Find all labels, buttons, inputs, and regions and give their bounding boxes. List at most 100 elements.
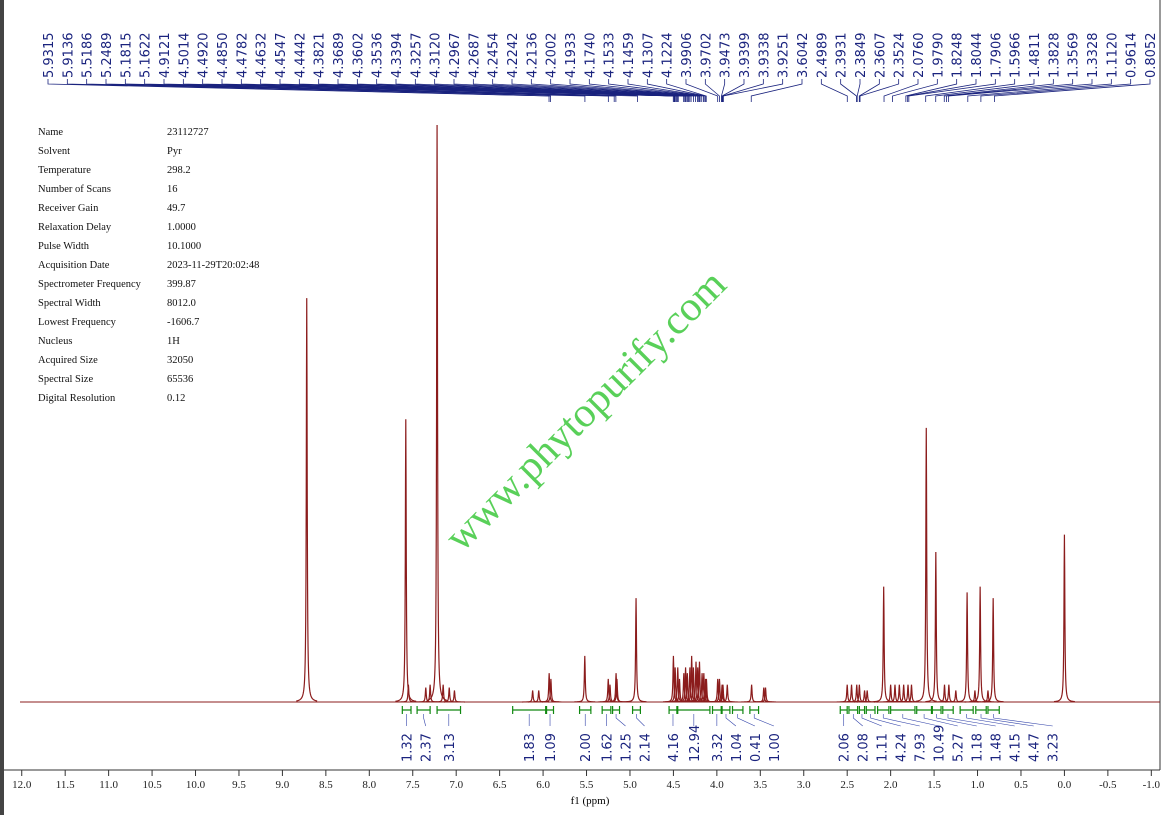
x-tick-label: 7.5 — [406, 779, 420, 791]
peak-label-connector — [550, 79, 700, 102]
peak-label: 4.3120 — [429, 33, 444, 79]
peak — [901, 684, 922, 703]
param-name: Nucleus — [38, 336, 72, 347]
peak-label-connector — [820, 79, 848, 102]
peak-label: 0.9614 — [1125, 33, 1140, 79]
integral-label: 2.06 — [838, 733, 853, 762]
integral-connector — [737, 714, 755, 727]
integral-label: 0.41 — [749, 733, 764, 762]
peak-label-connector — [588, 79, 703, 102]
peak — [574, 655, 596, 703]
peak-label: 1.8248 — [951, 33, 966, 79]
peak-label-connector — [144, 79, 617, 102]
peak-label-connector — [859, 79, 900, 102]
peak — [873, 586, 895, 703]
peak-label: 3.6042 — [796, 33, 811, 79]
peak-label-connector — [685, 79, 719, 102]
integral-label: 1.00 — [768, 733, 783, 762]
peak-label: 4.2687 — [467, 33, 482, 79]
peak — [538, 673, 560, 703]
window-edge — [0, 0, 4, 815]
param-name: Name — [38, 127, 63, 138]
peak-label: 1.5966 — [1009, 33, 1024, 79]
peak — [836, 684, 858, 703]
x-tick-label: 11.5 — [56, 779, 75, 791]
param-name: Relaxation Delay — [38, 222, 112, 233]
peak-label-connector — [840, 79, 857, 102]
param-name: Number of Scans — [38, 184, 111, 195]
integral-label: 4.47 — [1028, 733, 1043, 762]
integral-bracket — [931, 706, 942, 714]
integral-connector — [636, 714, 645, 727]
peak-label: 2.3607 — [873, 33, 888, 79]
integral-label: 2.08 — [857, 733, 872, 762]
integral-connector — [861, 714, 882, 727]
peak-label: 1.8044 — [970, 33, 985, 79]
peak-label: 4.4920 — [197, 33, 212, 79]
x-tick-label: 1.5 — [927, 779, 941, 791]
param-name: Spectrometer Frequency — [38, 279, 142, 290]
peak-label-connector — [722, 79, 784, 102]
peak-label-connector — [935, 79, 1035, 102]
integral-bracket — [731, 706, 744, 714]
x-tick-label: 10.5 — [142, 779, 162, 791]
param-name: Lowest Frequency — [38, 317, 117, 328]
x-tick-label: 6.5 — [493, 779, 507, 791]
param-value: 2023-11-29T20:02:48 — [167, 260, 259, 271]
peak-label: 4.4850 — [216, 33, 231, 79]
integral-label: 1.11 — [876, 733, 891, 762]
peak-label: 3.9702 — [699, 33, 714, 79]
param-value: 10.1000 — [167, 241, 201, 252]
peak — [977, 690, 999, 703]
x-tick-label: 6.0 — [536, 779, 550, 791]
integral-bracket — [436, 706, 462, 714]
peak-label: 1.3828 — [1047, 33, 1062, 79]
x-tick-label: -0.5 — [1099, 779, 1117, 791]
integral-bracket — [668, 706, 678, 714]
peak-label: 4.2454 — [487, 33, 502, 79]
integral-connector — [615, 714, 626, 727]
peak-label: 4.3394 — [390, 33, 405, 79]
peak-label-connector — [704, 79, 720, 102]
peak-label-connector — [908, 79, 996, 102]
integral-bracket — [401, 706, 412, 714]
integral-bracket — [865, 706, 876, 714]
peak-label-connector — [608, 79, 704, 102]
integral-label: 1.09 — [544, 733, 559, 762]
x-tick-label: 7.0 — [449, 779, 463, 791]
peak-label-connector — [298, 79, 679, 102]
integral-label: 1.32 — [401, 733, 416, 762]
param-name: Spectral Size — [38, 374, 93, 385]
peak-label: 3.9906 — [680, 33, 695, 79]
peak-label: 4.3689 — [332, 33, 347, 79]
param-value: 8012.0 — [167, 298, 196, 309]
integral-bracket — [578, 706, 592, 714]
peak-label-connector — [892, 79, 938, 102]
peak — [426, 124, 448, 702]
integral-label: 1.25 — [620, 733, 635, 762]
peak-label: 4.1533 — [603, 33, 618, 79]
peak-label-connector — [66, 79, 551, 102]
integral-label: 12.94 — [688, 725, 703, 762]
peak-label-connector — [994, 79, 1151, 102]
peak-label: 5.2489 — [100, 33, 115, 79]
integral-bracket — [987, 706, 1000, 714]
x-tick-label: 5.0 — [623, 779, 637, 791]
peak-label-connector — [967, 79, 1112, 102]
peak — [945, 690, 967, 703]
x-tick-label: 11.0 — [99, 779, 118, 791]
peak-label-connector — [569, 79, 701, 102]
integral-label: 3.23 — [1047, 733, 1062, 762]
param-value: 1H — [167, 336, 180, 347]
peak-label-connector — [414, 79, 689, 102]
peak-label: 1.7906 — [989, 33, 1004, 79]
integral-label: 2.14 — [639, 733, 654, 762]
peak-label-connector — [750, 79, 803, 102]
x-tick-label: 1.0 — [971, 779, 985, 791]
peak-label: 4.9121 — [158, 33, 173, 79]
peak-label-connector — [946, 79, 1074, 102]
peak-label-connector — [376, 79, 687, 102]
x-tick-label: 0.0 — [1058, 779, 1072, 791]
peak-label: 4.4547 — [274, 33, 289, 79]
